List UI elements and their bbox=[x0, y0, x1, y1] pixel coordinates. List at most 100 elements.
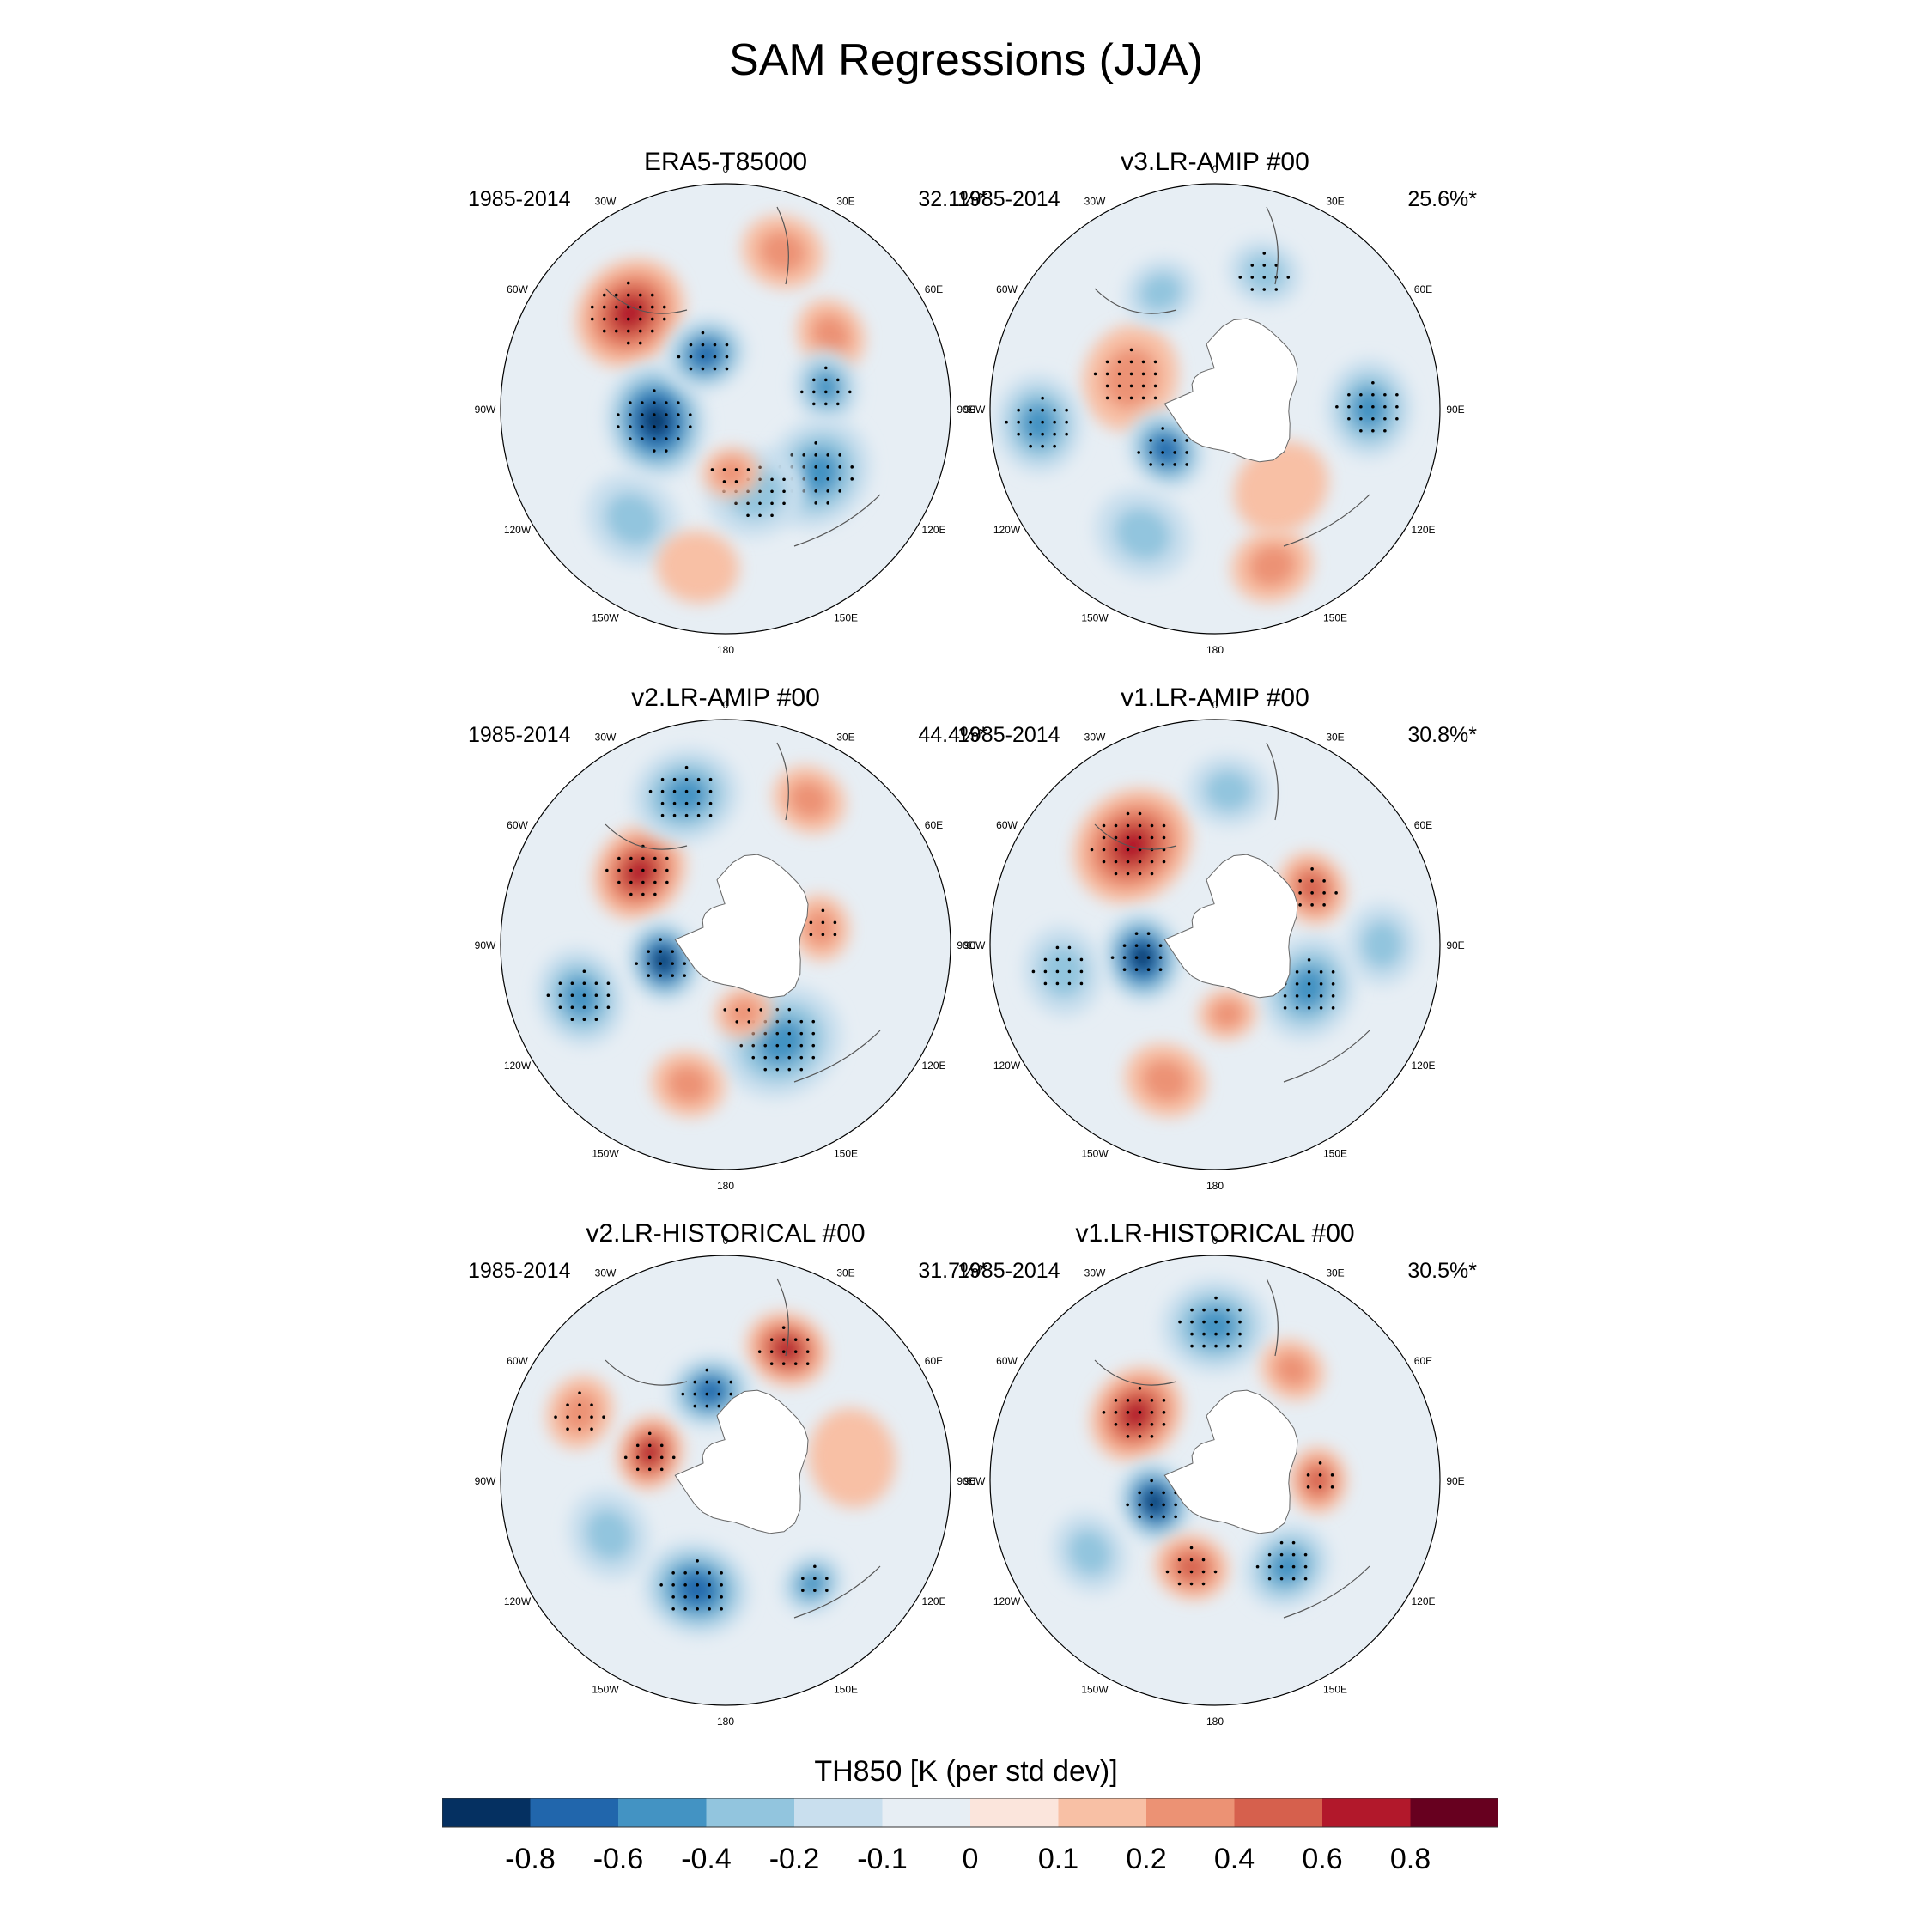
stipple-dot bbox=[814, 501, 818, 505]
stipple-dot bbox=[1126, 1422, 1130, 1426]
colorbar-swatch bbox=[1322, 1798, 1411, 1827]
stipple-dot bbox=[1150, 1515, 1153, 1519]
stipple-dot bbox=[626, 317, 630, 321]
contour-ring bbox=[1039, 945, 1087, 999]
stipple-dot bbox=[629, 425, 632, 428]
stipple-dot bbox=[1201, 1558, 1206, 1562]
stipple-dot bbox=[787, 1031, 792, 1036]
stipple-dot bbox=[1306, 1485, 1310, 1489]
significance-stipple bbox=[1031, 945, 1084, 986]
stipple-dot bbox=[1149, 439, 1152, 442]
stipple-dot bbox=[747, 1008, 751, 1012]
stipple-dot bbox=[1005, 420, 1008, 424]
longitude-label: 60E bbox=[1414, 1355, 1432, 1367]
panel-explained-variance: 30.5%* bbox=[1407, 1259, 1477, 1283]
stipple-dot bbox=[1177, 1558, 1182, 1562]
stipple-dot bbox=[1262, 276, 1267, 279]
stipple-dot bbox=[558, 981, 562, 986]
stipple-dot bbox=[1041, 420, 1044, 424]
contour-ring bbox=[756, 1018, 807, 1066]
anomaly-feature bbox=[995, 374, 1083, 474]
stipple-dot bbox=[825, 1577, 829, 1581]
contour-ring bbox=[1113, 827, 1151, 865]
stipple-dot bbox=[1126, 1410, 1130, 1414]
stipple-dot bbox=[734, 480, 738, 483]
longitude-label: 30W bbox=[1084, 196, 1106, 208]
stipple-dot bbox=[1055, 945, 1060, 950]
stipple-dot bbox=[811, 1019, 816, 1024]
longitude-label: 150W bbox=[592, 1147, 619, 1159]
panel-v2-historical: v2.LR-HISTORICAL #00 1985-2014 31.7%* 0 3… bbox=[451, 1219, 1000, 1752]
significance-stipple bbox=[659, 1558, 723, 1611]
colorbar-tick-label: 0.2 bbox=[1126, 1843, 1166, 1875]
stipple-dot bbox=[693, 1404, 697, 1408]
stipple-dot bbox=[739, 1043, 744, 1048]
stipple-dot bbox=[725, 343, 729, 347]
stipple-dot bbox=[1138, 1434, 1142, 1438]
colorbar-swatch bbox=[970, 1798, 1059, 1827]
stipple-dot bbox=[775, 1067, 780, 1072]
stipple-dot bbox=[1303, 1564, 1308, 1569]
map-border bbox=[500, 719, 951, 1170]
stipple-dot bbox=[647, 950, 650, 953]
stipple-dot bbox=[1102, 835, 1106, 840]
stipple-dot bbox=[1173, 463, 1176, 466]
stipple-dot bbox=[1134, 956, 1139, 960]
colorbar-tick-label: 0.6 bbox=[1302, 1843, 1342, 1875]
stipple-dot bbox=[641, 868, 645, 872]
stipple-dot bbox=[558, 1005, 562, 1010]
polar-map: 0 30E 60E 90E 120E 150E 180 150W 120W 90W 60W 30W bbox=[475, 1235, 975, 1728]
stipple-dot bbox=[659, 950, 662, 953]
stipple-dot bbox=[660, 813, 665, 817]
stipple-dot bbox=[1202, 1332, 1206, 1336]
contour-ring bbox=[1234, 441, 1328, 534]
stipple-dot bbox=[659, 974, 662, 977]
stipple-dot bbox=[708, 1571, 711, 1575]
stipple-dot bbox=[659, 1467, 664, 1472]
longitude-label: 120E bbox=[1411, 524, 1435, 536]
anomaly-feature bbox=[1073, 788, 1192, 904]
stipple-dot bbox=[763, 1043, 768, 1048]
stipple-dot bbox=[1138, 1398, 1142, 1402]
coastline bbox=[1266, 1278, 1279, 1357]
stipple-dot bbox=[746, 513, 750, 518]
stipple-dot bbox=[746, 468, 750, 471]
stipple-dot bbox=[1395, 404, 1399, 409]
stipple-dot bbox=[1141, 384, 1145, 388]
stipple-dot bbox=[653, 425, 656, 428]
stipple-dot bbox=[629, 880, 633, 884]
stipple-dot bbox=[1307, 994, 1311, 998]
panel-v1-historical: v1.LR-HISTORICAL #00 1985-2014 30.5%* 0 3… bbox=[940, 1219, 1490, 1752]
longitude-label: 30E bbox=[1326, 732, 1344, 744]
panel-title: v1.LR-AMIP #00 bbox=[1121, 683, 1309, 712]
stipple-dot bbox=[1043, 969, 1048, 974]
anomaly-feature bbox=[1124, 1043, 1207, 1118]
panel-period: 1985-2014 bbox=[468, 187, 571, 211]
panel-period: 1985-2014 bbox=[957, 723, 1060, 747]
stipple-dot bbox=[650, 329, 654, 333]
stipple-dot bbox=[1102, 823, 1106, 828]
longitude-label: 90E bbox=[957, 1475, 975, 1487]
contour-ring bbox=[1351, 388, 1388, 429]
stipple-dot bbox=[1262, 264, 1267, 267]
stipple-dot bbox=[1114, 1410, 1118, 1414]
stipple-dot bbox=[814, 465, 818, 469]
stipple-dot bbox=[672, 789, 677, 793]
stipple-dot bbox=[1138, 1503, 1141, 1507]
stipple-dot bbox=[1041, 396, 1044, 400]
contour-ring bbox=[605, 492, 660, 547]
stipple-dot bbox=[1226, 1344, 1230, 1348]
stipple-dot bbox=[1322, 879, 1326, 883]
panel-v3-amip: v3.LR-AMIP #00 1985-2014 25.6%* 0 30E 60E 9… bbox=[940, 148, 1490, 680]
stipple-dot bbox=[671, 1595, 675, 1599]
stipple-dot bbox=[720, 1595, 723, 1599]
longitude-label: 30W bbox=[595, 1267, 617, 1279]
stipple-dot bbox=[1065, 408, 1068, 412]
stipple-dot bbox=[1150, 1479, 1153, 1483]
stipple-dot bbox=[787, 1007, 792, 1012]
coastline bbox=[793, 1565, 881, 1619]
stipple-dot bbox=[729, 1392, 733, 1396]
longitude-label: 150E bbox=[834, 1683, 858, 1695]
stipple-dot bbox=[1029, 408, 1032, 412]
significance-stipple bbox=[1137, 427, 1188, 466]
